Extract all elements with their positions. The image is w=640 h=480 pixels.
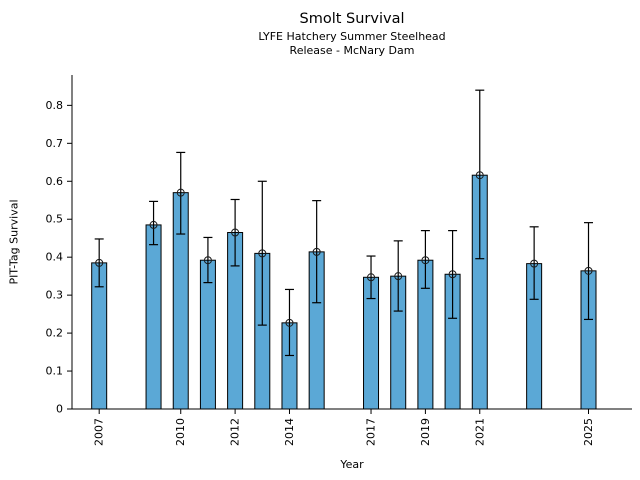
point-marker-2025 xyxy=(584,266,593,275)
point-marker-2019 xyxy=(421,256,430,265)
x-tick-label: 2025 xyxy=(582,418,595,446)
bar-2009 xyxy=(145,224,162,410)
x-tick-label: 2014 xyxy=(283,418,296,446)
x-tick-label: 2007 xyxy=(93,418,106,446)
point-marker-2014 xyxy=(285,318,294,327)
point-marker-2011 xyxy=(203,256,212,265)
y-tick-label: 0 xyxy=(56,403,63,416)
chart-subtitle-line2: Release - McNary Dam xyxy=(289,44,415,57)
point-marker-2017 xyxy=(367,273,376,282)
y-axis-label: PIT-Tag Survival xyxy=(7,199,21,285)
point-marker-2020 xyxy=(448,270,457,279)
y-tick-label: 0.6 xyxy=(46,175,64,188)
x-tick-label: 2012 xyxy=(229,418,242,446)
y-tick-label: 0.1 xyxy=(46,365,64,378)
point-marker-2015 xyxy=(312,247,321,256)
y-tick-label: 0.7 xyxy=(46,137,64,150)
point-marker-2010 xyxy=(176,188,185,197)
chart-title: Smolt Survival xyxy=(299,11,405,27)
y-tick-label: 0.5 xyxy=(46,213,64,226)
chart-subtitle-line1: LYFE Hatchery Summer Steelhead xyxy=(258,30,446,43)
point-marker-2009 xyxy=(149,220,158,229)
point-marker-2012 xyxy=(231,228,240,237)
point-marker-2013 xyxy=(258,249,267,258)
point-marker-2021 xyxy=(475,171,484,180)
y-tick-label: 0.4 xyxy=(46,251,64,264)
y-tick-label: 0.3 xyxy=(46,289,64,302)
point-marker-2007 xyxy=(95,258,104,267)
point-marker-2018 xyxy=(394,272,403,281)
x-axis-label: Year xyxy=(340,458,364,471)
x-tick-label: 2021 xyxy=(473,418,486,446)
x-tick-label: 2019 xyxy=(419,418,432,446)
y-tick-label: 0.8 xyxy=(46,99,64,112)
x-tick-label: 2017 xyxy=(365,418,378,446)
point-marker-2023 xyxy=(530,259,539,268)
y-tick-label: 0.2 xyxy=(46,327,64,340)
x-tick-label: 2010 xyxy=(174,418,187,446)
